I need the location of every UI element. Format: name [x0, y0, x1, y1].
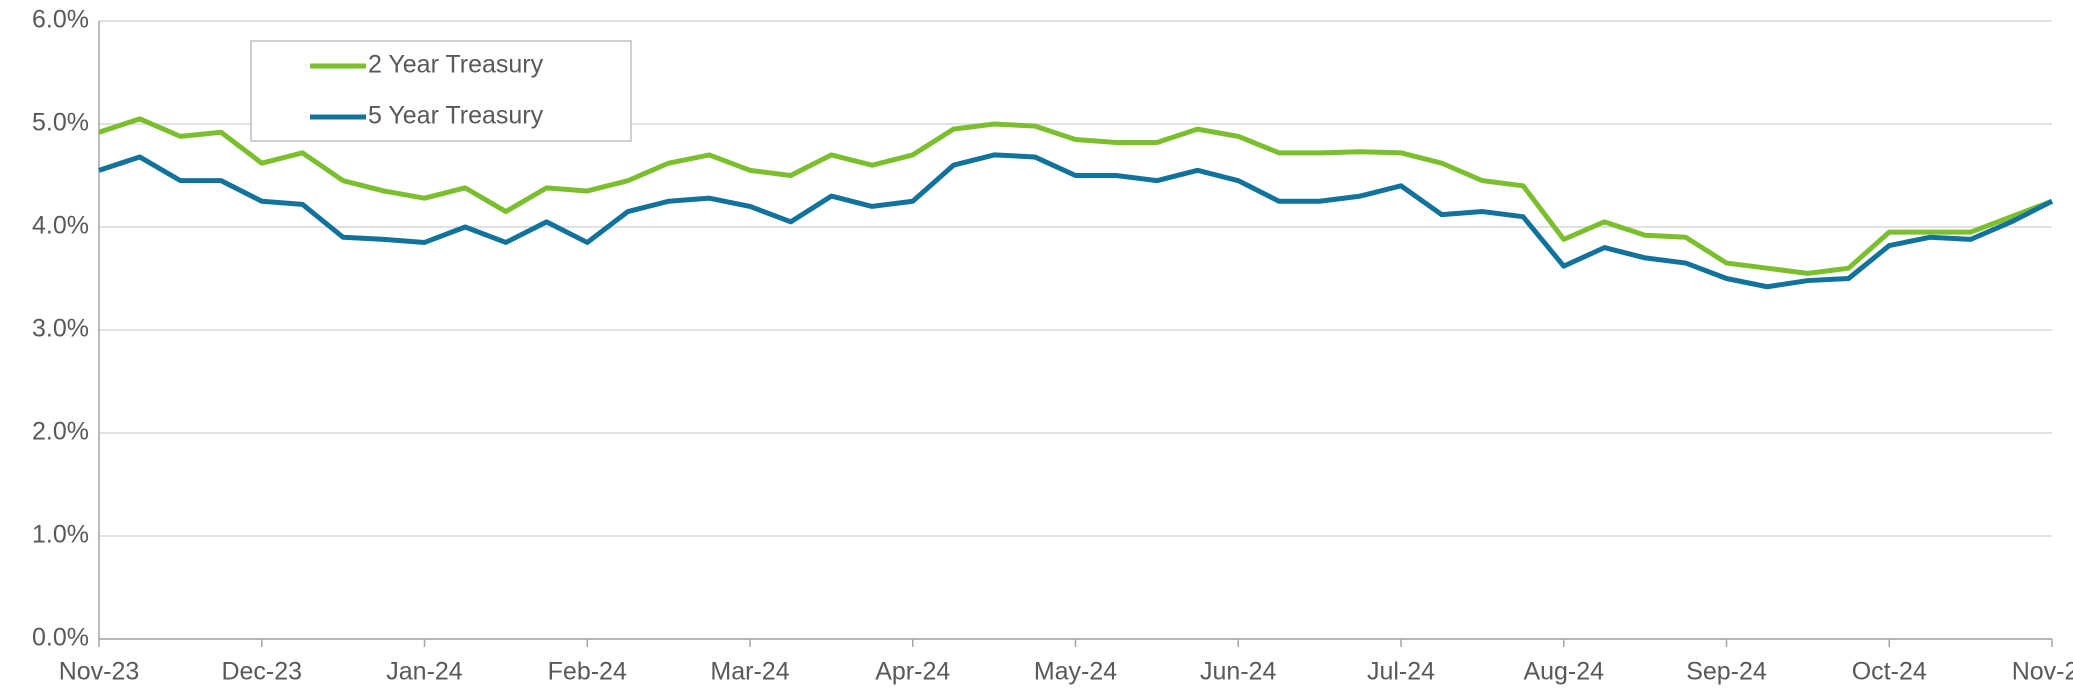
x-tick-label: Aug-24	[1523, 658, 1604, 686]
x-tick-label: Mar-24	[710, 658, 789, 686]
x-tick-label: Apr-24	[875, 658, 950, 686]
x-tick-label: Nov-24	[2012, 658, 2073, 686]
y-tick-label: 0.0%	[32, 624, 89, 652]
y-tick-label: 2.0%	[32, 418, 89, 446]
x-tick-label: Oct-24	[1852, 658, 1927, 686]
line-series	[98, 152, 2054, 290]
x-tick-label: Jun-24	[1200, 658, 1277, 686]
y-tick-label: 5.0%	[32, 109, 89, 137]
line-series	[98, 116, 2053, 276]
y-tick-label: 1.0%	[32, 521, 89, 549]
y-tick-label: 6.0%	[32, 6, 89, 34]
x-tick-label: Jul-24	[1367, 658, 1435, 686]
legend: 2 Year Treasury 5 Year Treasury	[250, 40, 632, 142]
x-tick-label: Sep-24	[1686, 658, 1767, 686]
y-tick-label: 3.0%	[32, 315, 89, 343]
legend-box	[250, 40, 632, 142]
x-tick-label: Jan-24	[386, 658, 463, 686]
legend-label: 2 Year Treasury	[368, 51, 544, 79]
y-tick-label: 4.0%	[32, 212, 89, 240]
x-tick-label: Dec-23	[221, 658, 302, 686]
x-tick-label: Nov-23	[59, 658, 140, 686]
x-tick-label: Feb-24	[548, 658, 627, 686]
x-tick-label: May-24	[1034, 658, 1117, 686]
legend-label: 5 Year Treasury	[368, 102, 544, 130]
